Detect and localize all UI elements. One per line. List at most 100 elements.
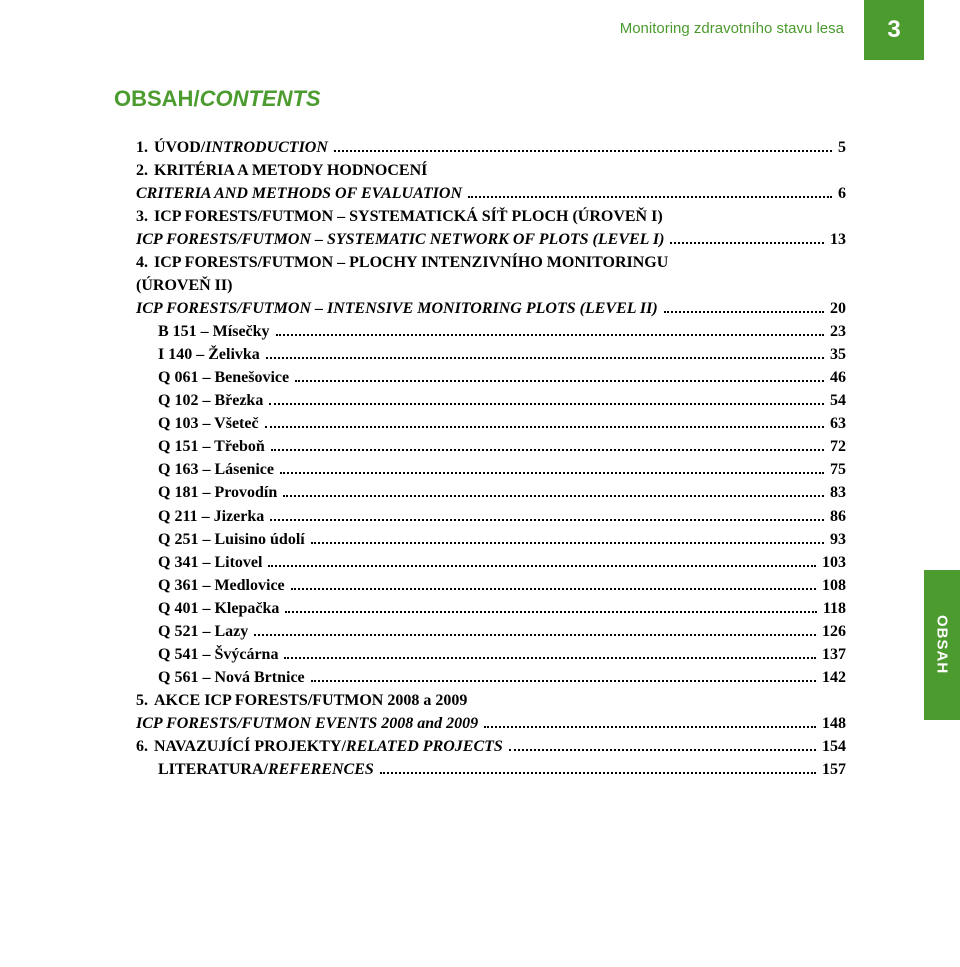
- toc-label: Q 561 – Nová Brtnice: [158, 666, 305, 689]
- toc-row: Q 341 – Litovel103: [136, 551, 846, 574]
- toc-leader-dots: [284, 657, 816, 659]
- running-header: Monitoring zdravotního stavu lesa: [620, 20, 844, 37]
- toc-label: AKCE ICP FORESTS/FUTMON 2008 a 2009: [154, 689, 467, 712]
- toc-label-text: Q 521 – Lazy: [158, 623, 248, 640]
- side-tab-obsah: OBSAH: [924, 570, 960, 720]
- toc-row: 2. KRITÉRIA A METODY HODNOCENÍ: [136, 159, 846, 182]
- toc-label: Q 102 – Březka: [158, 389, 263, 412]
- toc-leader-dots: [270, 519, 824, 521]
- toc-label-text: Q 163 – Lásenice: [158, 461, 274, 478]
- toc-label: CRITERIA AND METHODS OF EVALUATION: [136, 182, 462, 205]
- heading-italic: CONTENTS: [200, 86, 321, 111]
- page-title: OBSAH/CONTENTS: [114, 86, 846, 112]
- toc-label-text: NAVAZUJÍCÍ PROJEKTY/: [154, 738, 346, 755]
- toc-leader-dots: [265, 426, 824, 428]
- toc-page-number: 103: [822, 551, 846, 574]
- toc-page-number: 86: [830, 505, 846, 528]
- toc-page-number: 6: [838, 182, 846, 205]
- toc-label: ICP FORESTS/FUTMON – INTENSIVE MONITORIN…: [136, 297, 658, 320]
- toc-label-text: ICP FORESTS/FUTMON – PLOCHY INTENZIVNÍHO…: [154, 254, 668, 271]
- toc-label-text: ÚVOD/: [154, 139, 205, 156]
- toc-leader-dots: [268, 565, 816, 567]
- toc-page-number: 157: [822, 758, 846, 781]
- toc-label: Q 251 – Luisino údolí: [158, 528, 305, 551]
- toc-leader-dots: [484, 726, 816, 728]
- toc-label: Q 163 – Lásenice: [158, 458, 274, 481]
- toc-row: 4.ICP FORESTS/FUTMON – PLOCHY INTENZIVNÍ…: [136, 251, 846, 274]
- toc-leader-dots: [468, 196, 832, 198]
- toc-page-number: 46: [830, 366, 846, 389]
- toc-label-text: Q 251 – Luisino údolí: [158, 531, 305, 548]
- toc-label-text: Q 211 – Jizerka: [158, 508, 264, 525]
- toc-label-text: LITERATURA/: [158, 761, 268, 778]
- toc-leader-dots: [291, 588, 816, 590]
- toc-page-number: 118: [823, 597, 846, 620]
- toc-leader-dots: [276, 334, 824, 336]
- toc-row: Q 151 – Třeboň72: [136, 435, 846, 458]
- toc-row: Q 061 – Benešovice 46: [136, 366, 846, 389]
- toc-label-italic: CRITERIA AND METHODS OF EVALUATION: [136, 185, 462, 202]
- toc-page-number: 20: [830, 297, 846, 320]
- toc-number: 1.: [136, 136, 148, 159]
- toc-label: Q 211 – Jizerka: [158, 505, 264, 528]
- toc-leader-dots: [334, 150, 832, 152]
- toc-row: Q 561 – Nová Brtnice 142: [136, 666, 846, 689]
- toc-page-number: 23: [830, 320, 846, 343]
- toc-page-number: 5: [838, 136, 846, 159]
- toc-leader-dots: [254, 634, 816, 636]
- toc-leader-dots: [283, 495, 824, 497]
- toc-number: 2.: [136, 159, 148, 182]
- toc-number: 5.: [136, 689, 148, 712]
- toc-page-number: 108: [822, 574, 846, 597]
- toc-label: ICP FORESTS/FUTMON – SYSTEMATIC NETWORK …: [136, 228, 664, 251]
- toc-label-text: Q 103 – Všeteč: [158, 415, 259, 432]
- toc-label: KRITÉRIA A METODY HODNOCENÍ: [154, 159, 427, 182]
- toc-label-text: Q 361 – Medlovice: [158, 577, 285, 594]
- heading-main: OBSAH/: [114, 86, 200, 111]
- toc-row: B 151 – Mísečky 23: [136, 320, 846, 343]
- toc-label: Q 151 – Třeboň: [158, 435, 265, 458]
- toc-label-text: Q 181 – Provodín: [158, 484, 277, 501]
- toc-page-number: 142: [822, 666, 846, 689]
- toc-page-number: 148: [822, 712, 846, 735]
- toc-label: B 151 – Mísečky: [158, 320, 270, 343]
- toc-label-text: Q 061 – Benešovice: [158, 369, 289, 386]
- toc-label-text: (ÚROVEŇ II): [136, 277, 232, 294]
- toc-page-number: 13: [830, 228, 846, 251]
- toc-number: 6.: [136, 735, 148, 758]
- toc-page-number: 93: [830, 528, 846, 551]
- toc-label-text: ICP FORESTS/FUTMON – SYSTEMATICKÁ SÍŤ PL…: [154, 208, 663, 225]
- toc-label: Q 521 – Lazy: [158, 620, 248, 643]
- toc-label-italic: RELATED PROJECTS: [346, 738, 503, 755]
- toc-label-text: KRITÉRIA A METODY HODNOCENÍ: [154, 162, 427, 179]
- toc-row: ICP FORESTS/FUTMON – INTENSIVE MONITORIN…: [136, 297, 846, 320]
- toc-row: CRITERIA AND METHODS OF EVALUATION 6: [136, 182, 846, 205]
- toc-label: Q 541 – Švýcárna: [158, 643, 278, 666]
- toc-leader-dots: [670, 242, 824, 244]
- toc-label-text: I 140 – Želivka: [158, 346, 260, 363]
- toc-label: Q 401 – Klepačka: [158, 597, 279, 620]
- toc-label-text: B 151 – Mísečky: [158, 323, 270, 340]
- toc-label-text: AKCE ICP FORESTS/FUTMON 2008 a 2009: [154, 692, 467, 709]
- toc-row: Q 521 – Lazy126: [136, 620, 846, 643]
- content-region: OBSAH/CONTENTS 1.ÚVOD/INTRODUCTION52.KRI…: [114, 86, 846, 781]
- toc-label-italic: ICP FORESTS/FUTMON – INTENSIVE MONITORIN…: [136, 300, 658, 317]
- toc-leader-dots: [295, 380, 824, 382]
- toc-page-number: 75: [830, 458, 846, 481]
- toc-label-text: Q 102 – Březka: [158, 392, 263, 409]
- toc-row: 3. ICP FORESTS/FUTMON – SYSTEMATICKÁ SÍŤ …: [136, 205, 846, 228]
- toc-label-text: Q 151 – Třeboň: [158, 438, 265, 455]
- toc-leader-dots: [380, 772, 816, 774]
- toc-label-italic: ICP FORESTS/FUTMON – SYSTEMATIC NETWORK …: [136, 231, 664, 248]
- toc-row: Q 361 – Medlovice 108: [136, 574, 846, 597]
- toc-row: LITERATURA/REFERENCES157: [136, 758, 846, 781]
- toc-label: I 140 – Želivka: [158, 343, 260, 366]
- toc-label: Q 361 – Medlovice: [158, 574, 285, 597]
- toc-number: 3.: [136, 205, 148, 228]
- toc-page-number: 35: [830, 343, 846, 366]
- page-number-tab: 3: [864, 0, 924, 60]
- toc-row: Q 401 – Klepačka 118: [136, 597, 846, 620]
- toc-row: Q 103 – Všeteč63: [136, 412, 846, 435]
- toc-leader-dots: [280, 472, 824, 474]
- page-number: 3: [887, 16, 900, 44]
